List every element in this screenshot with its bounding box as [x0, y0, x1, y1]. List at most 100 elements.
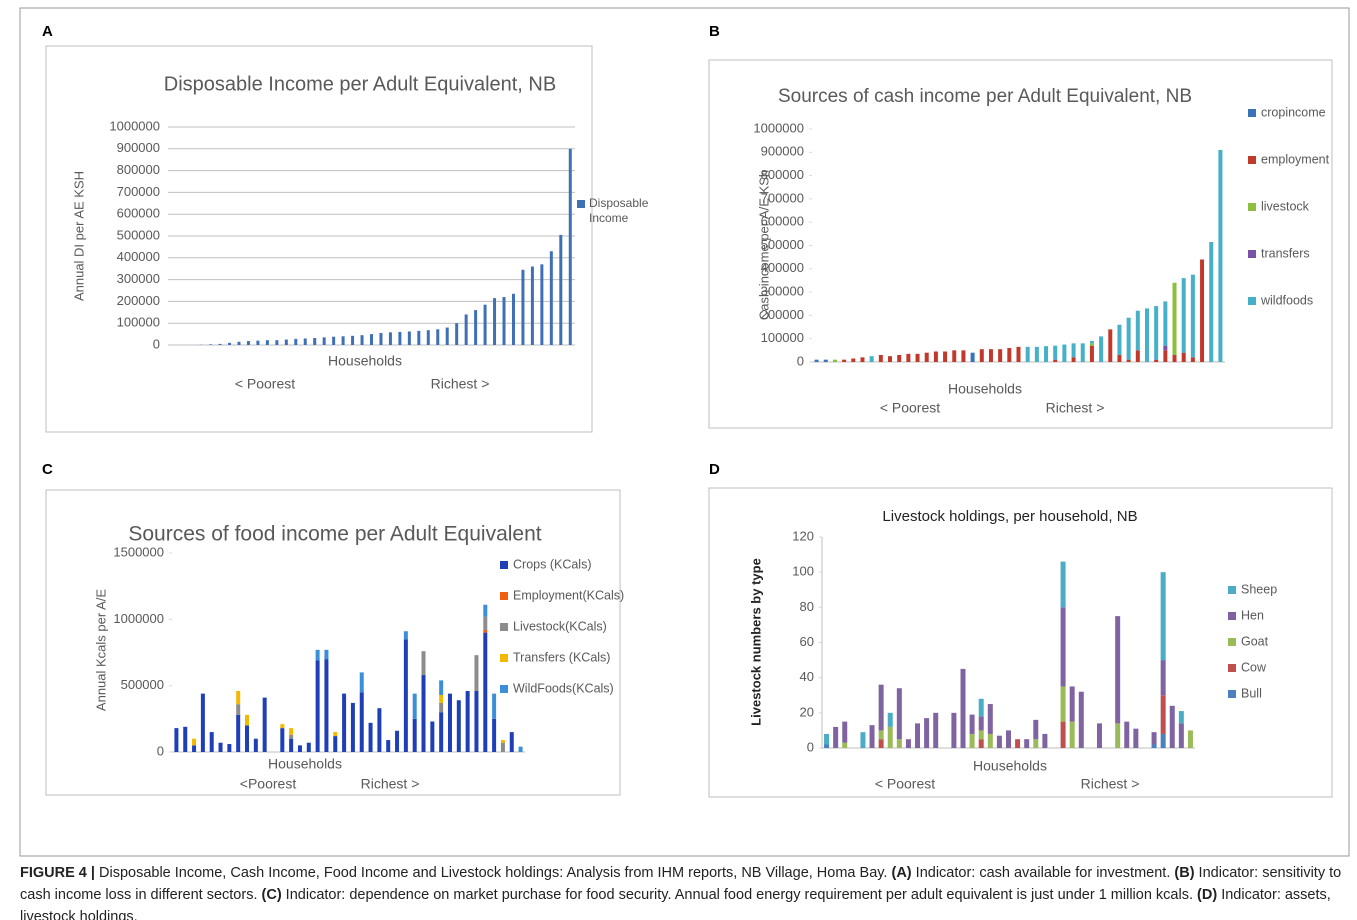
bar — [970, 352, 975, 362]
bar — [1190, 274, 1195, 358]
bar — [1060, 561, 1066, 608]
x-note: < Poorest — [875, 776, 935, 792]
bar — [412, 718, 417, 752]
bar — [315, 649, 320, 661]
y-tick-label: 600000 — [117, 206, 160, 221]
bar — [1042, 733, 1048, 748]
y-tick-label: 900000 — [761, 144, 804, 159]
y-axis-label: Annual Kcals per A/E — [93, 589, 108, 711]
bar — [289, 734, 294, 739]
bar — [1096, 723, 1102, 748]
bar — [1163, 301, 1168, 346]
y-axis-label: Livestock numbers by type — [748, 558, 763, 726]
bar — [253, 738, 258, 752]
bar — [236, 704, 241, 715]
bar — [456, 700, 461, 752]
y-tick-label: 500000 — [121, 677, 164, 692]
bar — [1060, 686, 1066, 722]
bar — [333, 736, 338, 752]
bar — [192, 738, 197, 746]
bar — [426, 330, 430, 345]
caption-text: (B) — [1174, 865, 1195, 881]
bar — [518, 746, 523, 752]
bar — [245, 714, 250, 726]
bar — [521, 269, 525, 345]
x-axis-label: Households — [973, 758, 1047, 774]
bar — [1071, 357, 1076, 362]
legend-swatch — [1248, 297, 1256, 305]
bar — [275, 340, 279, 345]
bar — [1135, 350, 1140, 362]
legend-label: Cow — [1241, 660, 1267, 674]
bar — [887, 726, 893, 748]
bar — [823, 359, 828, 362]
bar — [265, 340, 269, 345]
bar — [869, 356, 874, 362]
legend-label: Transfers (KCals) — [513, 650, 610, 664]
legend-label: wildfoods — [1260, 293, 1313, 307]
bar — [878, 684, 884, 731]
bar — [1069, 686, 1075, 722]
legend-swatch — [1248, 250, 1256, 258]
bar — [896, 688, 902, 740]
bar — [412, 693, 417, 719]
panel-frame — [45, 489, 621, 796]
bar — [1181, 352, 1186, 362]
legend-swatch — [1248, 109, 1256, 117]
bar — [1078, 691, 1084, 748]
bar — [236, 690, 241, 705]
legend-swatch — [1228, 690, 1236, 698]
y-tick-label: 100 — [792, 564, 814, 579]
bar — [915, 353, 920, 362]
legend-label: Disposable Income — [589, 196, 649, 225]
y-tick-label: 900000 — [117, 140, 160, 155]
legend-swatch — [500, 654, 508, 662]
bar — [368, 722, 373, 752]
y-axis-label: Cash income per A/E KSh — [756, 170, 771, 320]
legend-label: cropincome — [1261, 105, 1326, 119]
legend-swatch — [577, 200, 585, 208]
panel-label: B — [709, 23, 720, 40]
bar — [280, 724, 285, 729]
bar — [430, 721, 435, 752]
bar — [284, 339, 288, 345]
bar — [860, 732, 866, 748]
bar — [492, 693, 497, 719]
bar — [897, 355, 902, 362]
bar — [1144, 308, 1149, 362]
bar — [1163, 350, 1168, 362]
bar — [969, 714, 975, 734]
bar — [1169, 705, 1175, 748]
x-axis-label: Households — [268, 756, 342, 772]
legend-label: WildFoods(KCals) — [513, 681, 614, 695]
bar — [842, 742, 848, 748]
bar — [183, 726, 188, 752]
figure: A Disposable Income per Adult Equivalent,… — [19, 7, 1350, 857]
y-tick-label: 700000 — [117, 184, 160, 199]
y-tick-label: 0 — [797, 353, 804, 368]
bar — [1089, 341, 1094, 344]
legend-swatch — [500, 592, 508, 600]
y-tick-label: 400000 — [117, 249, 160, 264]
bar — [924, 352, 929, 362]
bar — [1060, 607, 1066, 687]
legend-label: Bull — [1241, 686, 1262, 700]
bar — [483, 629, 488, 633]
bar — [987, 733, 993, 748]
caption-text: Indicator: cash available for investment… — [911, 865, 1175, 881]
legend-swatch — [500, 685, 508, 693]
legend-swatch — [1248, 156, 1256, 164]
bar — [1209, 242, 1214, 362]
bar — [379, 333, 383, 345]
legend-label: Livestock(KCals) — [513, 619, 607, 633]
bar — [1178, 711, 1184, 724]
bar — [245, 725, 250, 752]
bar — [1154, 359, 1159, 362]
y-axis-label: Annual DI per AE KSH — [71, 171, 86, 301]
bar — [294, 338, 298, 345]
bar — [236, 714, 241, 752]
bar — [359, 672, 364, 693]
bar — [933, 712, 939, 748]
bar — [297, 745, 302, 752]
y-tick-label: 80 — [800, 599, 814, 614]
